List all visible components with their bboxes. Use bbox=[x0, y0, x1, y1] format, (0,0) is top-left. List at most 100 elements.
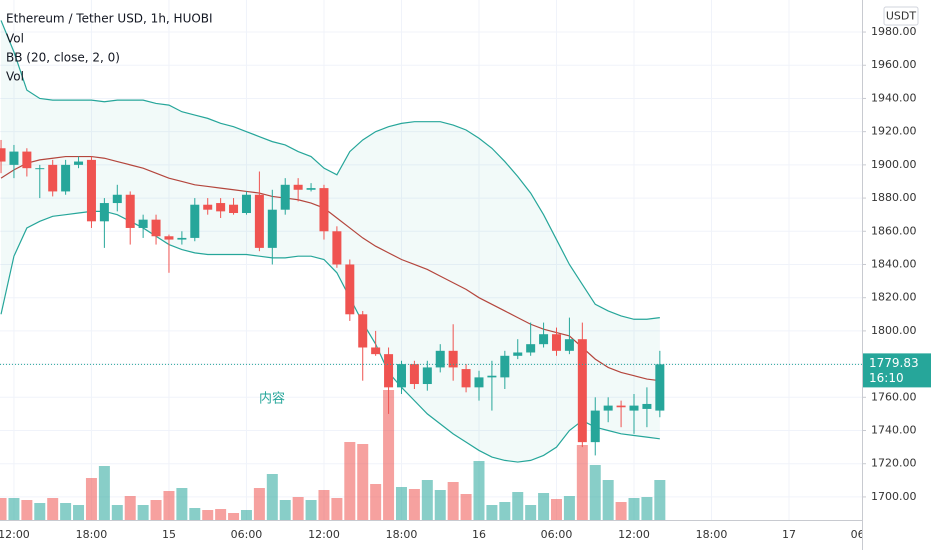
x-tick-label: 18:00 bbox=[386, 528, 418, 541]
y-tick-label: 1800.00 bbox=[871, 324, 917, 337]
annotation: 内容 bbox=[259, 391, 285, 407]
candle-body bbox=[642, 403, 652, 409]
volume-bar bbox=[331, 498, 343, 520]
x-tick-label: 06:00 bbox=[541, 528, 573, 541]
volume-bar bbox=[240, 510, 252, 520]
unit-label[interactable]: USDT bbox=[886, 10, 917, 23]
volume-bar bbox=[357, 444, 369, 520]
volume-bar bbox=[111, 505, 123, 520]
volume-bar bbox=[137, 505, 149, 520]
volume-bar bbox=[305, 500, 317, 520]
candle-body bbox=[164, 236, 174, 240]
volume-bar bbox=[525, 505, 537, 520]
candle-body bbox=[577, 339, 587, 443]
volume-bar bbox=[383, 390, 395, 520]
x-tick-label: 06:00 bbox=[231, 528, 263, 541]
volume-bar bbox=[0, 498, 7, 520]
volume-bar bbox=[318, 490, 330, 520]
volume-bar bbox=[473, 461, 485, 520]
y-tick-label: 1960.00 bbox=[871, 58, 917, 71]
candle-body bbox=[513, 352, 523, 356]
volume-bar bbox=[215, 509, 227, 520]
volume-bar bbox=[292, 497, 304, 520]
volume-bar bbox=[34, 503, 46, 520]
y-tick-label: 1880.00 bbox=[871, 191, 917, 204]
candle-body bbox=[203, 204, 213, 210]
volume-bar bbox=[447, 482, 459, 520]
volume-bar bbox=[460, 494, 472, 520]
volume-bar bbox=[550, 499, 562, 520]
candle-body bbox=[74, 161, 84, 165]
volume-bar bbox=[176, 488, 188, 520]
candle-body bbox=[655, 364, 665, 411]
candle-body bbox=[61, 164, 71, 192]
x-tick-label: 17 bbox=[782, 528, 796, 541]
candle-body bbox=[409, 364, 419, 385]
x-tick-label: 12:00 bbox=[618, 528, 650, 541]
volume-bar bbox=[253, 488, 265, 520]
candle-body bbox=[280, 184, 290, 210]
volume-bar bbox=[150, 500, 162, 520]
y-tick-label: 1740.00 bbox=[871, 424, 917, 437]
y-tick-label: 1720.00 bbox=[871, 457, 917, 470]
y-tick-label: 1940.00 bbox=[871, 91, 917, 104]
candle-body bbox=[384, 354, 394, 388]
volume-bar bbox=[163, 491, 175, 520]
candle-body bbox=[396, 364, 406, 388]
volume-bar bbox=[408, 489, 420, 520]
candle-body bbox=[254, 194, 264, 248]
candle-body bbox=[422, 367, 432, 385]
volume-bar bbox=[589, 465, 601, 520]
volume-bar bbox=[21, 500, 33, 520]
unit-box[interactable] bbox=[883, 6, 919, 26]
volume-bar bbox=[486, 505, 498, 520]
candle-body bbox=[551, 334, 561, 351]
x-tick-label: 16 bbox=[472, 528, 486, 541]
bb-line bbox=[0, 155, 660, 382]
candle-body bbox=[267, 209, 277, 248]
candle-body bbox=[48, 164, 58, 192]
candle-body bbox=[435, 350, 445, 368]
candle-body bbox=[190, 204, 200, 238]
candle-body bbox=[629, 405, 639, 411]
y-tick-label: 1980.00 bbox=[871, 25, 917, 38]
candle-body bbox=[616, 405, 626, 408]
volume-bar bbox=[421, 480, 433, 520]
y-tick-label: 1700.00 bbox=[871, 490, 917, 503]
volume-bar bbox=[344, 442, 356, 520]
volume-bar bbox=[602, 480, 614, 520]
volume-bar bbox=[370, 484, 382, 520]
indicator-label: Vol bbox=[6, 70, 24, 84]
chart-title: Ethereum / Tether USD, 1h, HUOBI bbox=[6, 12, 213, 26]
y-tick-label: 1920.00 bbox=[871, 125, 917, 138]
volume-bar bbox=[654, 480, 666, 520]
candle-body bbox=[487, 375, 497, 378]
candle-body bbox=[345, 264, 355, 315]
x-tick-label: 12:00 bbox=[0, 528, 30, 541]
candle-body bbox=[448, 350, 458, 368]
volume-bar bbox=[563, 496, 575, 520]
candle-body bbox=[526, 344, 536, 353]
volume-bar bbox=[85, 478, 97, 520]
candle-body bbox=[293, 184, 303, 190]
volume-bar bbox=[395, 487, 407, 520]
candle-body bbox=[151, 219, 161, 237]
volume-bar bbox=[499, 502, 511, 520]
candle-body bbox=[99, 203, 109, 222]
indicator-label: Vol bbox=[6, 32, 24, 46]
volume-bar bbox=[512, 492, 524, 520]
candle-body bbox=[177, 237, 187, 240]
candle-body bbox=[229, 204, 239, 214]
volume-bar bbox=[641, 497, 653, 520]
candle-body bbox=[603, 405, 613, 411]
bb-line bbox=[0, 210, 660, 463]
volume-bar bbox=[434, 490, 446, 520]
candle-body bbox=[564, 339, 574, 351]
volume-bar bbox=[615, 502, 627, 520]
volume-bar bbox=[189, 508, 201, 520]
volume-bar bbox=[73, 505, 85, 520]
bb-line bbox=[0, 20, 660, 320]
candle-body bbox=[9, 151, 19, 165]
y-tick-label: 1840.00 bbox=[871, 257, 917, 270]
